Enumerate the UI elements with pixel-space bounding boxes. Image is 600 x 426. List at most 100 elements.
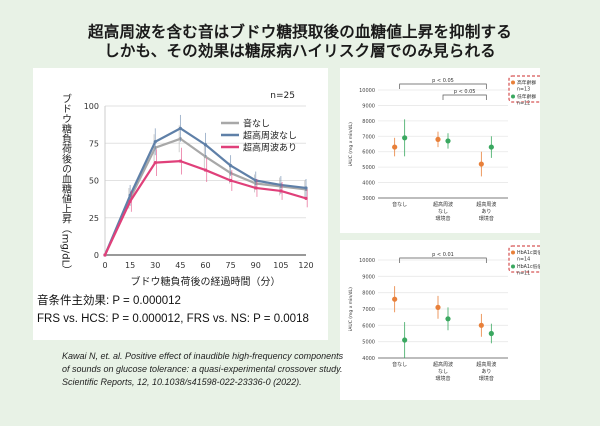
category-label: 環境音 [479, 215, 494, 222]
data-point [435, 304, 441, 310]
legend-swatch [511, 94, 515, 99]
data-point [435, 136, 441, 142]
category-label: 超高周波 [433, 361, 453, 368]
data-point [203, 143, 208, 147]
legend-swatch [511, 80, 515, 85]
category-label: 超高周波 [433, 201, 453, 208]
legend-label: 高年齢群 [517, 79, 536, 86]
y-axis-label: ブドウ糖負荷後の血糖値上昇（mg/dL） [60, 93, 72, 276]
data-point [402, 337, 408, 343]
legend-label: 低年齢群 [517, 93, 536, 100]
data-point [445, 316, 451, 322]
legend-swatch [511, 264, 515, 269]
sample-size-label: n=25 [270, 91, 295, 101]
x-tick-label: 30 [150, 261, 160, 270]
heading-line-1: 超高周波を含む音はブドウ糖摂取後の血糖値上昇を抑制する [88, 23, 512, 41]
x-tick-label: 90 [251, 261, 261, 270]
significance-label: p < 0.01 [432, 252, 454, 258]
category-label: なし [438, 368, 448, 375]
data-point [153, 161, 157, 165]
significance-bracket [442, 94, 487, 100]
data-point [178, 126, 182, 130]
significance-label: p < 0.05 [454, 89, 476, 95]
legend-callout-box [508, 75, 565, 103]
legend-count: n=12 [517, 101, 530, 107]
category-label: あり [481, 369, 491, 375]
x-tick-label: 0 [102, 261, 107, 270]
series-line [104, 160, 307, 256]
y-tick-label: 9000 [362, 103, 375, 109]
y-tick-label: 5000 [362, 340, 375, 346]
data-point [488, 330, 494, 337]
y-axis-label: iAUC (mg x min/dL) [348, 287, 354, 331]
category-label: 超高周波 [476, 361, 496, 368]
citation-line-3: Scientific Reports, 12, 10.1038/s41598-0… [62, 377, 302, 387]
y-axis-label: iAUC (mg x min/dL) [348, 122, 354, 166]
hba1c-chart-panel: 4000 5000 6000 7000 8000 9000 10000 iAUC (mg x … [340, 240, 565, 400]
data-point [304, 196, 308, 200]
y-tick-label: 75 [89, 139, 99, 148]
main-effect-stat: 音条件主効果: P = 0.000012 [37, 295, 181, 307]
category-label: 音なし [392, 361, 407, 368]
age-group-chart-panel: 3000 4000 5000 6000 7000 8000 9000 10000 iAUC (m… [340, 68, 565, 233]
y-tick-label: 7000 [362, 307, 375, 313]
citation-line-1: Kawai N, et. al. Positive effect of inau… [62, 351, 344, 361]
hba1c-dot-chart: 4000 5000 6000 7000 8000 9000 10000 iAUC (mg x … [348, 245, 565, 382]
heading-line-2: しかも、その効果は糖尿病ハイリスク層でのみ見られる [104, 42, 496, 60]
data-point [279, 189, 283, 193]
y-tick-label: 7000 [362, 134, 375, 140]
significance-label: p < 0.05 [432, 78, 454, 84]
legend-label: 超高周波あり [243, 142, 297, 154]
x-tick-label: 45 [175, 261, 185, 270]
category-label: 超高周波 [476, 201, 496, 208]
main-line-chart: 0 25 50 75 100 0 15 30 45 60 75 90 105 120 ブドウ糖負荷後の経過時… [60, 91, 314, 288]
y-tick-label: 100 [84, 102, 99, 111]
x-tick-label: 105 [273, 261, 288, 270]
x-axis-label: ブドウ糖負荷後の経過時間（分） [131, 275, 281, 288]
y-tick-label: 6000 [362, 150, 375, 156]
legend-label: 超高周波なし [243, 130, 297, 142]
y-tick-label: 3000 [362, 196, 375, 202]
legend-label: HbA1c低値群 [517, 263, 540, 270]
data-point [478, 161, 484, 167]
legend-count: n=14 [517, 257, 530, 263]
main-chart-panel: 0 25 50 75 100 0 15 30 45 60 75 90 105 120 ブドウ糖負荷後の経過時… [33, 68, 328, 340]
data-point [478, 322, 484, 328]
x-tick-label: 60 [200, 261, 210, 270]
y-tick-label: 8000 [362, 291, 375, 297]
x-tick-label: 75 [226, 261, 236, 270]
x-tick-label: 15 [125, 261, 135, 270]
y-tick-label: 10000 [359, 88, 375, 94]
legend-count: n=13 [517, 87, 530, 93]
data-point [254, 186, 258, 190]
data-point [254, 178, 258, 183]
y-tick-label: 10000 [359, 258, 375, 264]
category-label: 音なし [392, 201, 407, 208]
data-point [229, 178, 233, 183]
category-label: 環境音 [435, 215, 450, 222]
y-tick-label: 50 [89, 177, 99, 186]
legend-label: 音なし [243, 118, 270, 130]
legend-swatch [511, 250, 515, 255]
data-point [153, 140, 157, 144]
y-tick-label: 0 [94, 251, 99, 260]
y-tick-label: 25 [89, 214, 99, 223]
legend-count: n=11 [517, 271, 530, 277]
data-point [392, 144, 398, 150]
data-point [128, 199, 132, 203]
data-point [488, 144, 494, 150]
y-tick-label: 9000 [362, 274, 375, 280]
y-tick-label: 4000 [362, 356, 375, 362]
significance-bracket [399, 257, 487, 263]
y-tick-label: 6000 [362, 323, 375, 329]
y-tick-label: 5000 [362, 165, 375, 171]
age-group-dot-chart: 3000 4000 5000 6000 7000 8000 9000 10000 iAUC (m… [348, 75, 565, 222]
y-tick-label: 4000 [362, 181, 375, 187]
data-point [178, 159, 182, 163]
legend-label: HbA1c高値群 [517, 249, 540, 256]
data-point [203, 168, 208, 172]
data-point [304, 186, 308, 190]
pairwise-stat: FRS vs. HCS: P = 0.000012, FRS vs. NS: P… [37, 313, 309, 325]
legend-callout-box [508, 245, 565, 273]
category-label: 環境音 [479, 375, 494, 382]
